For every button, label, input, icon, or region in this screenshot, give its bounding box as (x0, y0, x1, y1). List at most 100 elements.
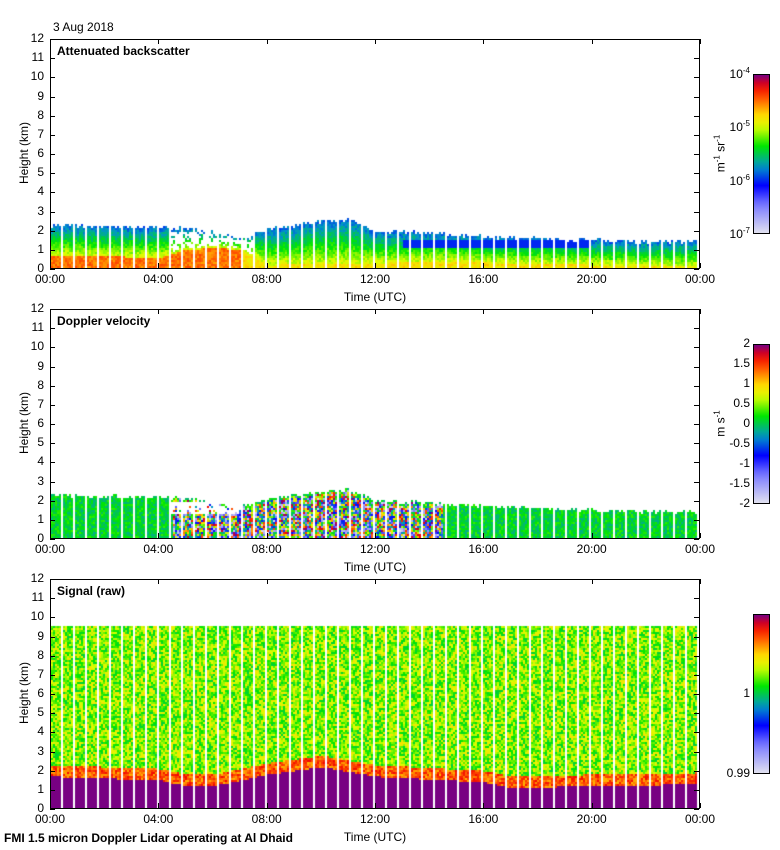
doppler-velocity-plot: Doppler velocity (50, 309, 700, 539)
x-tick-mark (50, 579, 51, 584)
x-tick-mark (375, 533, 376, 538)
x-tick-mark (483, 533, 485, 538)
y-tick-label: 10 (30, 69, 44, 84)
y-tick-mark (50, 58, 55, 60)
y-tick-label: 10 (30, 609, 44, 624)
y-tick-mark (50, 579, 55, 580)
y-tick-mark (50, 539, 55, 540)
y-tick-mark (50, 134, 55, 136)
y-tick-label: 8 (37, 647, 44, 662)
y-tick-label: 7 (37, 126, 44, 141)
panel-title: Attenuated backscatter (57, 44, 190, 58)
backscatter-heatmap (51, 40, 699, 268)
x-tick-mark (266, 39, 268, 44)
colorbar-tick-label: -2 (739, 496, 750, 510)
y-tick-mark (694, 598, 699, 600)
y-tick-mark (50, 519, 55, 521)
x-tick-mark (591, 263, 593, 268)
x-tick-mark (158, 579, 160, 584)
y-tick-mark (50, 655, 55, 657)
y-tick-mark (50, 713, 55, 715)
x-tick-label: 00:00 (34, 272, 66, 286)
x-tick-mark (700, 309, 701, 314)
y-tick-mark (694, 636, 699, 638)
y-tick-label: 4 (37, 454, 44, 469)
y-tick-mark (694, 347, 699, 349)
panel-title: Signal (raw) (57, 584, 126, 598)
y-tick-label: 0 (37, 801, 44, 815)
x-tick-mark (375, 309, 376, 314)
x-tick-label: 20:00 (576, 272, 607, 286)
colorbar-tick-label: 10-4 (729, 66, 750, 81)
x-tick-mark (158, 263, 160, 268)
x-tick-label: 04:00 (143, 542, 174, 556)
x-tick-label: 00:00 (34, 812, 66, 826)
signal-heatmap (51, 580, 699, 808)
y-tick-mark (694, 617, 699, 619)
x-tick-label: 00:00 (34, 542, 66, 556)
y-tick-mark (694, 58, 699, 60)
y-tick-label: 11 (31, 320, 44, 335)
date-label: 3 Aug 2018 (53, 20, 114, 34)
y-tick-label: 11 (31, 50, 44, 65)
colorbar-tick-label: 10-7 (729, 226, 750, 241)
x-tick-mark (591, 533, 593, 538)
x-tick-mark (483, 309, 485, 314)
colorbar-unit-label: m-1 sr-1 (712, 134, 728, 173)
y-tick-mark (694, 789, 699, 791)
colorbar-tick-label: 0.5 (733, 396, 750, 410)
x-tick-mark (50, 533, 51, 538)
x-tick-label: 16:00 (468, 812, 499, 826)
y-tick-mark (694, 77, 699, 79)
y-tick-mark (50, 173, 55, 175)
colorbar-tick-label: -0.5 (729, 436, 750, 450)
y-tick-mark (694, 39, 699, 40)
y-tick-mark (50, 96, 55, 98)
x-tick-mark (700, 263, 701, 268)
x-tick-mark (375, 803, 376, 808)
x-tick-mark (700, 803, 701, 808)
x-tick-mark (375, 579, 376, 584)
y-tick-mark (50, 347, 55, 349)
y-tick-label: 9 (37, 88, 44, 103)
y-tick-label: 2 (37, 762, 44, 777)
y-tick-mark (694, 328, 699, 330)
y-tick-mark (50, 751, 55, 753)
y-tick-mark (694, 309, 699, 310)
x-tick-label: 04:00 (143, 812, 174, 826)
y-tick-mark (50, 462, 55, 464)
y-axis-label: Height (km) (17, 392, 31, 455)
x-tick-mark (50, 263, 51, 268)
y-tick-mark (50, 366, 55, 368)
y-tick-label: 10 (30, 339, 44, 354)
signal-raw-plot: Signal (raw) (50, 579, 700, 809)
y-tick-label: 9 (37, 628, 44, 643)
y-tick-label: 11 (31, 590, 44, 605)
y-tick-mark (694, 694, 699, 695)
y-tick-mark (50, 809, 55, 810)
y-tick-label: 5 (37, 165, 44, 180)
y-tick-mark (694, 579, 699, 580)
y-tick-mark (50, 249, 55, 251)
y-tick-mark (694, 269, 699, 270)
colorbar-tick-label: 0 (743, 416, 750, 430)
y-tick-mark (50, 77, 55, 79)
y-tick-mark (694, 674, 699, 676)
x-tick-mark (700, 39, 701, 44)
x-tick-mark (50, 39, 51, 44)
y-tick-mark (694, 732, 699, 734)
y-tick-mark (694, 192, 699, 194)
colorbar-tick-label: 1.5 (733, 356, 750, 370)
x-tick-mark (483, 803, 485, 808)
y-tick-mark (50, 309, 55, 310)
x-tick-mark (591, 803, 593, 808)
y-tick-mark (694, 96, 699, 98)
x-tick-label: 00:00 (684, 812, 716, 826)
y-tick-mark (50, 269, 55, 270)
colorbar (753, 344, 770, 504)
y-tick-label: 1 (37, 241, 44, 256)
colorbar-tick-label: 10-5 (729, 119, 750, 135)
x-tick-label: 20:00 (576, 812, 607, 826)
colorbar-tick-label: 1 (743, 376, 750, 390)
y-tick-label: 8 (37, 377, 44, 392)
